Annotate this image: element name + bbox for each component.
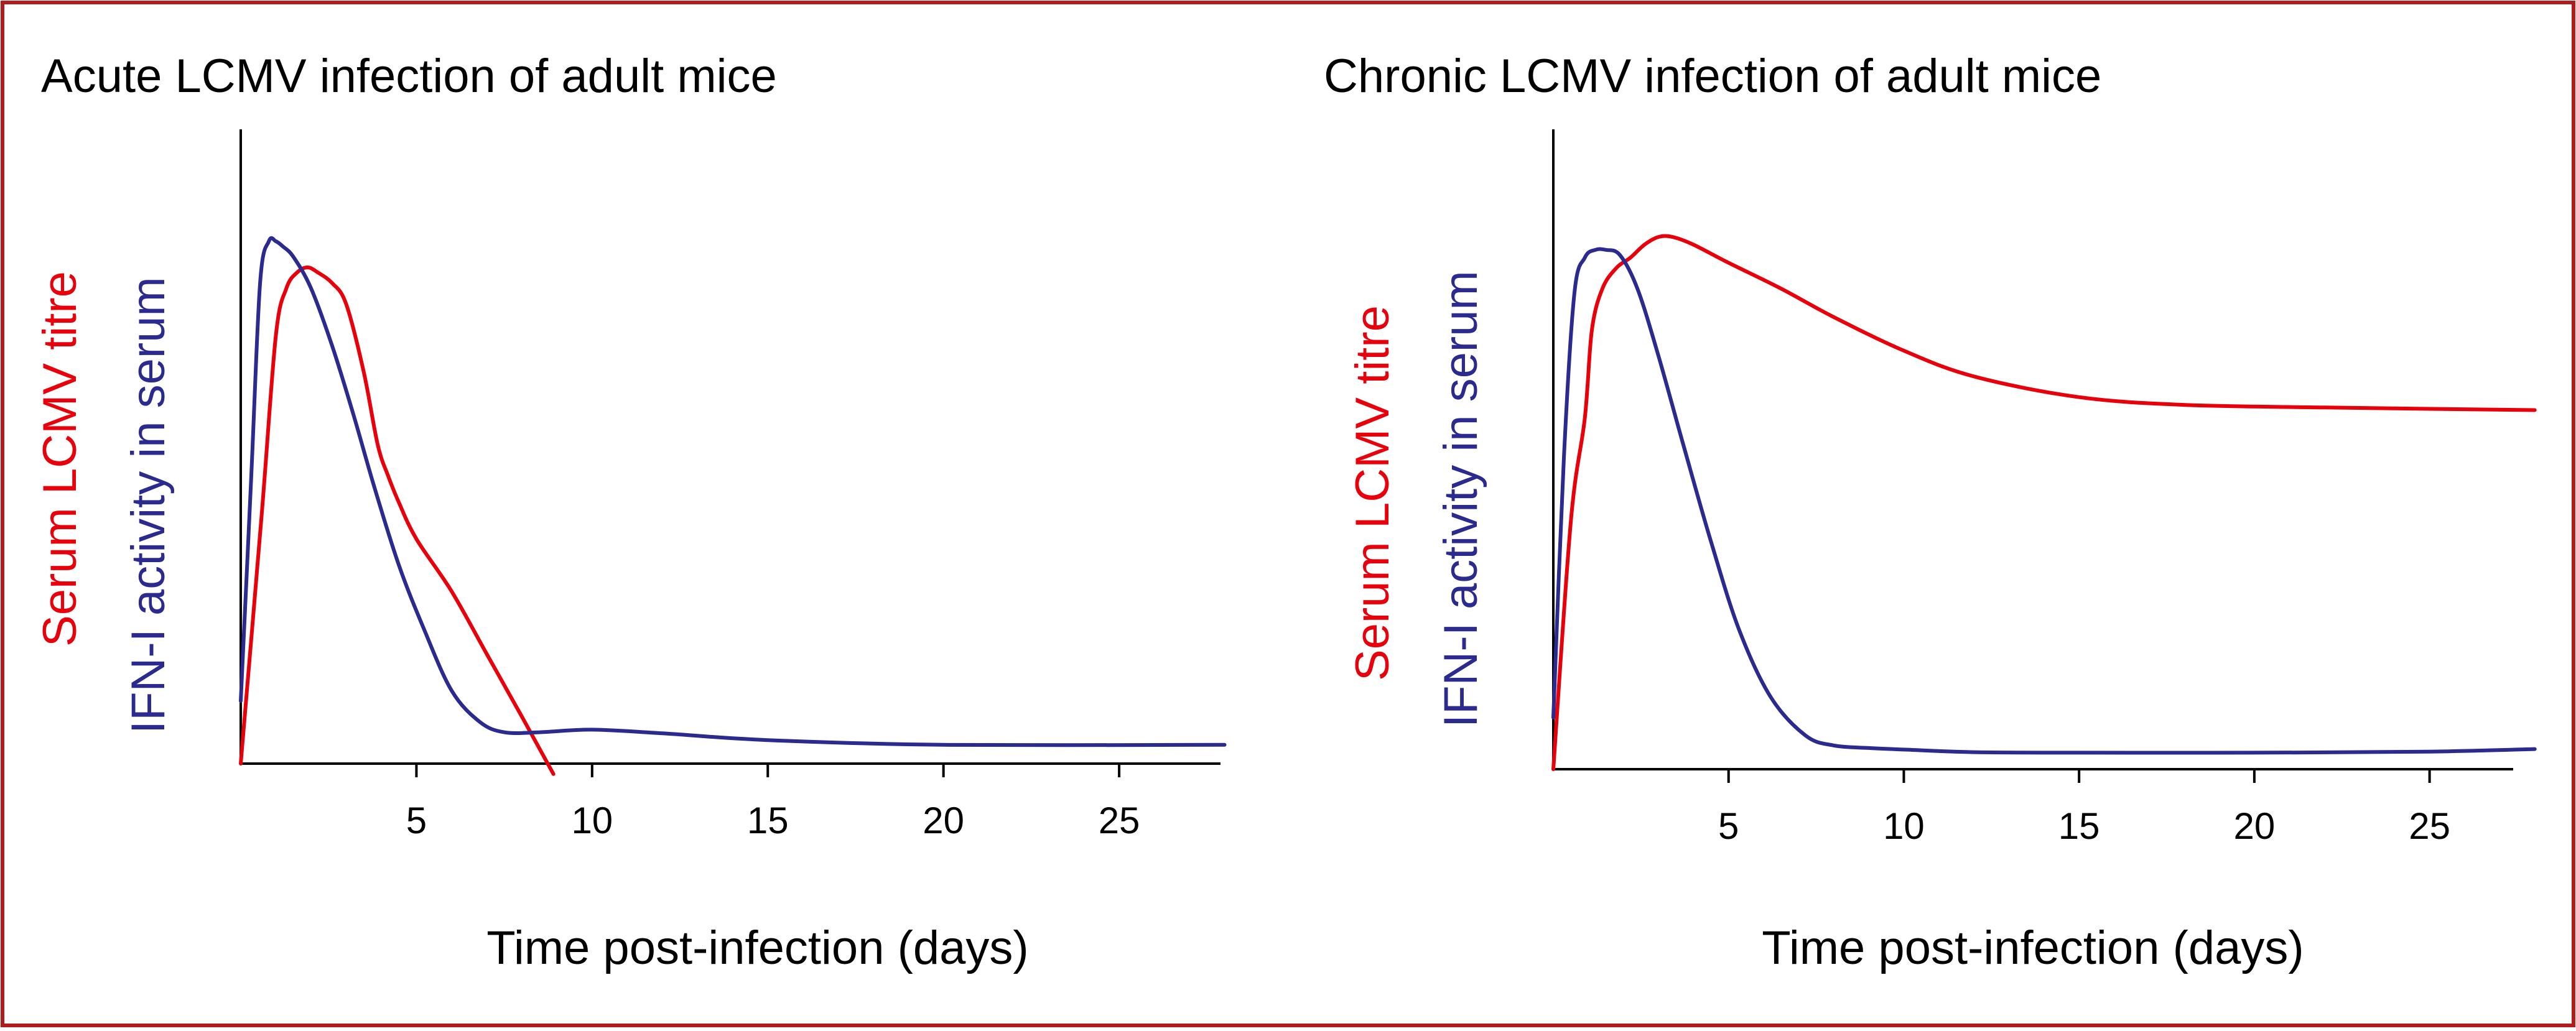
y-axis-label-titre: Serum LCMV titre (1346, 305, 1399, 681)
series-line-ifn-activity (1551, 247, 2537, 755)
chart-title: Chronic LCMV infection of adult mice (1324, 50, 2101, 103)
x-tick-label: 15 (2058, 805, 2100, 847)
series-line-ifn-activity (239, 236, 1227, 747)
x-ticks (1727, 769, 2431, 783)
series-line-lcmv-titre (1551, 234, 2537, 771)
x-tick-label: 10 (571, 800, 613, 841)
y-axis-label-titre: Serum LCMV titre (34, 271, 86, 647)
x-tick-label: 15 (747, 800, 789, 841)
chart-panel-acute: Acute LCMV infection of adult mice Serum… (34, 50, 1227, 974)
x-ticks (415, 764, 1121, 777)
x-tick-labels: 5 10 15 20 25 (406, 800, 1140, 841)
y-axis-label-ifn: IFN-I activity in serum (1434, 270, 1487, 728)
series-line-lcmv-titre (239, 266, 556, 776)
x-tick-label: 20 (2234, 805, 2276, 847)
chart-title: Acute LCMV infection of adult mice (41, 50, 777, 103)
x-tick-label: 10 (1883, 805, 1925, 847)
chart-panel-chronic: Chronic LCMV infection of adult mice Ser… (1324, 50, 2537, 974)
x-tick-label: 5 (1718, 805, 1739, 847)
x-tick-label: 25 (2409, 805, 2450, 847)
y-axis-label-ifn: IFN-I activity in serum (122, 277, 175, 734)
x-tick-label: 5 (406, 800, 427, 841)
x-tick-labels: 5 10 15 20 25 (1718, 805, 2450, 847)
x-tick-label: 25 (1099, 800, 1140, 841)
x-tick-label: 20 (923, 800, 964, 841)
x-axis-label: Time post-infection (days) (486, 922, 1028, 974)
x-axis-label: Time post-infection (days) (1762, 922, 2304, 974)
